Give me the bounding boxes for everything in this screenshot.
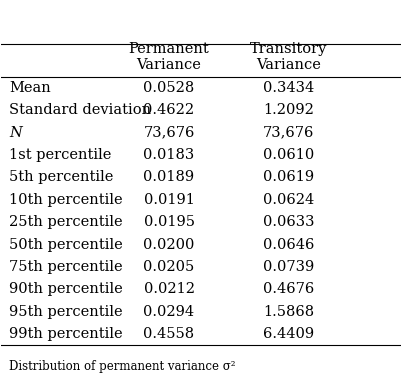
Text: 0.0195: 0.0195 [143,215,194,229]
Text: 25th percentile: 25th percentile [9,215,123,229]
Text: 6.4409: 6.4409 [263,327,314,341]
Text: 99th percentile: 99th percentile [9,327,123,341]
Text: 0.0633: 0.0633 [262,215,314,229]
Text: Permanent
Variance: Permanent Variance [128,42,209,72]
Text: 0.0200: 0.0200 [143,237,194,252]
Text: 1.2092: 1.2092 [263,103,314,117]
Text: 10th percentile: 10th percentile [9,193,123,207]
Text: 95th percentile: 95th percentile [9,305,123,319]
Text: 73,676: 73,676 [143,126,194,140]
Text: 90th percentile: 90th percentile [9,282,123,296]
Text: 0.0205: 0.0205 [143,260,194,274]
Text: 0.0183: 0.0183 [143,148,194,162]
Text: 0.0294: 0.0294 [143,305,194,319]
Text: Transitory
Variance: Transitory Variance [249,42,327,72]
Text: 0.4558: 0.4558 [143,327,194,341]
Text: 0.0212: 0.0212 [143,282,194,296]
Text: 5th percentile: 5th percentile [9,171,113,184]
Text: 0.0191: 0.0191 [143,193,194,207]
Text: 75th percentile: 75th percentile [9,260,123,274]
Text: 0.0624: 0.0624 [263,193,314,207]
Text: 0.3434: 0.3434 [263,81,314,95]
Text: 1st percentile: 1st percentile [9,148,111,162]
Text: 0.0528: 0.0528 [143,81,194,95]
Text: 0.0619: 0.0619 [263,171,314,184]
Text: 0.0189: 0.0189 [143,171,194,184]
Text: N: N [9,126,22,140]
Text: 0.0646: 0.0646 [263,237,314,252]
Text: 0.0610: 0.0610 [263,148,314,162]
Text: 0.4622: 0.4622 [143,103,194,117]
Text: Distribution of permanent variance σ²: Distribution of permanent variance σ² [9,360,235,373]
Text: 0.4676: 0.4676 [263,282,314,296]
Text: 1.5868: 1.5868 [263,305,314,319]
Text: 73,676: 73,676 [263,126,314,140]
Text: 50th percentile: 50th percentile [9,237,123,252]
Text: Mean: Mean [9,81,51,95]
Text: Standard deviation: Standard deviation [9,103,151,117]
Text: 0.0739: 0.0739 [263,260,314,274]
